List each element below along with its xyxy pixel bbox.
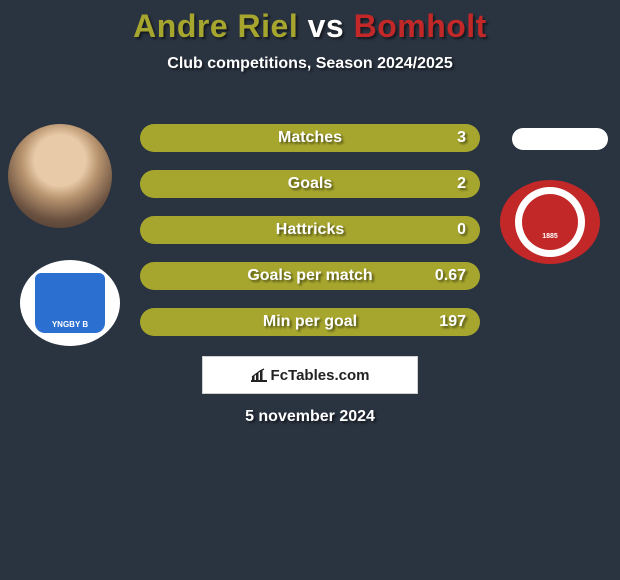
stat-row: Min per goal 197 [140,308,480,336]
title-right: Bomholt [354,8,487,44]
page-title: Andre Riel vs Bomholt [0,0,620,45]
footer-date: 5 november 2024 [0,408,620,426]
stat-row: Goals 2 [140,170,480,198]
player-avatar [8,124,112,228]
stat-value: 0 [457,221,466,239]
stats-container: Matches 3 Goals 2 Hattricks 0 Goals per … [140,124,480,354]
club-right-badge: 1885 [500,180,600,264]
club-left-label: YNGBY B [35,320,105,329]
stat-row: Goals per match 0.67 [140,262,480,290]
brand-label: FcTables.com [271,367,370,384]
stat-row: Hattricks 0 [140,216,480,244]
stat-label: Goals [288,175,332,193]
subtitle: Club competitions, Season 2024/2025 [0,55,620,73]
stat-label: Min per goal [263,313,357,331]
stat-row: Matches 3 [140,124,480,152]
stat-value: 0.67 [435,267,466,285]
club-right-core: 1885 [522,194,578,250]
title-mid: vs [298,8,353,44]
brand-box[interactable]: FcTables.com [202,356,418,394]
bar-chart-icon [251,368,267,382]
stat-label: Goals per match [247,267,372,285]
title-left: Andre Riel [133,8,298,44]
club-left-badge: YNGBY B [20,260,120,346]
stat-label: Hattricks [276,221,344,239]
right-blank-pill [512,128,608,150]
club-right-year: 1885 [522,233,578,240]
stat-value: 197 [439,313,466,331]
club-left-shield: YNGBY B [35,273,105,333]
stat-value: 2 [457,175,466,193]
stat-value: 3 [457,129,466,147]
stat-label: Matches [278,129,342,147]
club-right-ring: 1885 [515,187,585,257]
